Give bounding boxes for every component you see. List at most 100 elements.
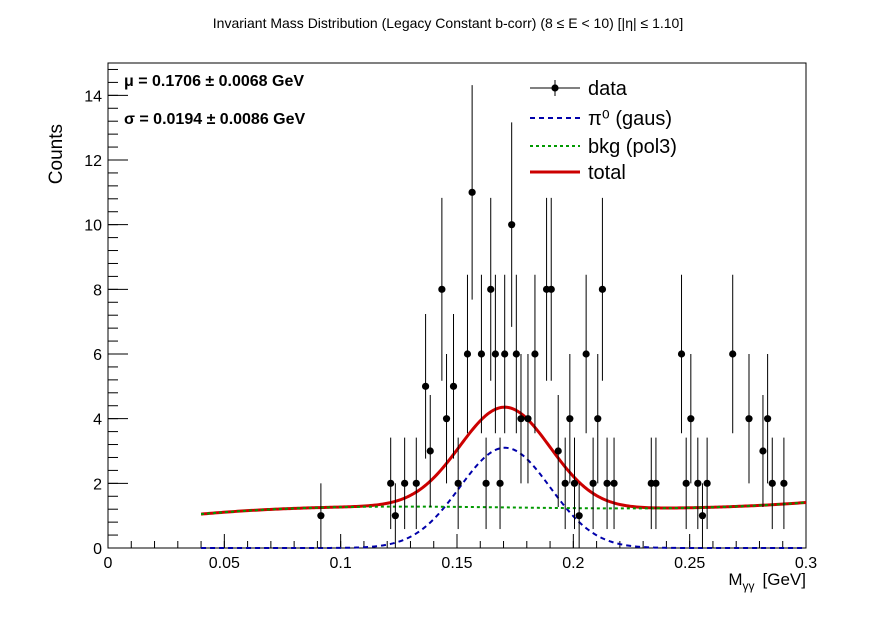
x-axis-title-main: M	[728, 570, 742, 589]
legend: data π⁰ (gaus) bkg (pol3) total	[530, 78, 677, 184]
data-point	[496, 437, 504, 530]
data-marker	[554, 447, 562, 455]
data-marker	[491, 350, 499, 358]
data-marker	[780, 479, 788, 487]
x-axis-title-unit: [GeV]	[763, 570, 806, 589]
data-point	[512, 274, 520, 434]
data-marker	[561, 479, 569, 487]
axes: 0 0.05 0.1 0.15 0.2 0.25 0.3 0 2 4 6 8 10 12 14	[84, 68, 817, 572]
data-marker	[468, 188, 476, 196]
data-marker	[729, 350, 737, 358]
legend-entry: data	[530, 78, 628, 100]
data-marker	[582, 350, 590, 358]
legend-entry: π⁰ (gaus)	[530, 108, 672, 130]
data-marker	[570, 479, 579, 487]
data-point	[449, 314, 458, 459]
data-marker	[442, 415, 451, 423]
data-point	[745, 354, 753, 484]
data-marker	[687, 415, 695, 423]
legend-entry: total	[530, 162, 626, 184]
data-point	[759, 394, 767, 508]
data-marker	[589, 479, 597, 487]
data-marker	[610, 479, 618, 487]
chart-title: Invariant Mass Distribution (Legacy Cons…	[213, 15, 683, 31]
data-marker	[594, 415, 602, 423]
data-point	[594, 354, 602, 484]
legend-swatch	[551, 84, 559, 92]
data-marker	[496, 479, 504, 487]
legend-label: data	[588, 78, 628, 100]
data-point	[391, 483, 399, 548]
data-point	[768, 437, 776, 530]
fit-sigma-label: σ = 0.0194 ± 0.0086 GeV	[124, 111, 306, 128]
data-marker	[524, 415, 532, 423]
data-point	[508, 122, 516, 327]
data-marker	[677, 350, 686, 358]
data-point	[547, 197, 555, 381]
x-tick-label: 0	[104, 555, 113, 572]
data-point	[589, 437, 597, 530]
data-marker	[482, 479, 490, 487]
y-axis-title: Counts	[46, 124, 67, 184]
data-marker	[694, 479, 702, 487]
data-marker	[421, 382, 430, 390]
data-marker	[477, 350, 486, 358]
data-marker	[387, 479, 395, 487]
data-marker	[575, 512, 583, 520]
data-point	[566, 354, 574, 484]
data-marker	[768, 479, 776, 487]
x-tick-label: 0.1	[330, 555, 352, 572]
data-marker	[401, 479, 409, 487]
data-marker	[764, 415, 772, 423]
data-point	[412, 437, 420, 530]
data-marker	[487, 285, 495, 293]
x-tick-label: 0.2	[562, 555, 584, 572]
data-point	[603, 437, 611, 530]
data-point	[421, 314, 430, 459]
data-marker	[449, 382, 458, 390]
data-point	[487, 197, 495, 381]
x-tick-label: 0.15	[441, 555, 472, 572]
data-marker	[508, 221, 516, 229]
x-axis-title: Mγγ [GeV]	[728, 570, 806, 593]
data-point	[426, 394, 434, 508]
data-marker	[682, 479, 690, 487]
data-point	[570, 437, 579, 530]
fit-curves	[200, 405, 807, 549]
y-tick-label: 2	[93, 476, 102, 493]
data-point	[554, 394, 562, 508]
data-marker	[317, 512, 325, 520]
x-tick-label: 0.05	[209, 555, 240, 572]
data-marker	[438, 285, 446, 293]
data-point	[438, 197, 446, 381]
data-marker	[501, 350, 509, 358]
data-point	[677, 274, 686, 434]
data-marker	[598, 285, 607, 293]
data-marker	[703, 479, 711, 487]
data-marker	[531, 350, 539, 358]
data-point	[575, 483, 583, 548]
legend-label: π⁰ (gaus)	[588, 108, 672, 130]
data-point	[531, 274, 539, 434]
data-marker	[454, 479, 462, 487]
data-marker	[517, 415, 525, 423]
legend-label: bkg (pol3)	[588, 136, 677, 158]
data-marker	[759, 447, 767, 455]
x-tick-label: 0.3	[795, 555, 817, 572]
data-marker	[547, 285, 555, 293]
data-marker	[391, 512, 399, 520]
fit-mu-label: μ = 0.1706 ± 0.0068 GeV	[124, 73, 304, 90]
y-tick-label: 8	[93, 282, 102, 299]
data-point	[561, 437, 569, 530]
data-point	[477, 274, 486, 434]
total-fit-curve	[200, 405, 807, 516]
data-point	[687, 354, 695, 484]
data-series	[317, 85, 788, 548]
data-marker	[426, 447, 434, 455]
gaus-fit-curve	[201, 446, 806, 549]
legend-label: total	[588, 162, 626, 184]
y-tick-label: 6	[93, 347, 102, 364]
data-point	[387, 437, 395, 530]
data-point	[703, 437, 711, 530]
